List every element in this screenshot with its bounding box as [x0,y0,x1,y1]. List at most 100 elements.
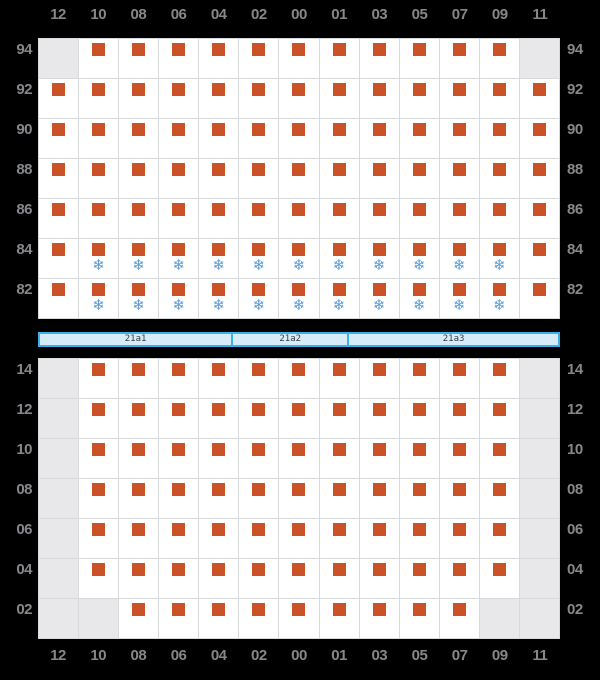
berth-cell[interactable]: ❄ [399,239,439,278]
berth-cell[interactable] [399,439,439,478]
berth-cell[interactable] [199,39,239,78]
berth-cell[interactable] [359,199,399,238]
berth-cell[interactable] [199,439,239,478]
berth-cell[interactable] [239,559,279,598]
berth-cell[interactable] [359,159,399,198]
berth-cell[interactable]: ❄ [159,239,199,278]
berth-cell[interactable] [279,159,319,198]
berth-cell[interactable] [399,479,439,518]
berth-cell[interactable] [119,199,159,238]
berth-cell[interactable] [199,399,239,438]
berth-cell[interactable] [439,559,479,598]
berth-cell[interactable] [399,119,439,158]
berth-cell[interactable]: ❄ [439,279,479,318]
berth-cell[interactable] [319,359,359,398]
berth-cell[interactable] [479,359,519,398]
berth-cell[interactable] [399,559,439,598]
berth-cell[interactable] [279,79,319,118]
berth-cell[interactable] [319,399,359,438]
berth-cell[interactable] [119,399,159,438]
berth-cell[interactable]: ❄ [479,239,519,278]
berth-cell[interactable]: ❄ [399,279,439,318]
berth-cell[interactable] [399,519,439,558]
berth-cell[interactable]: ❄ [239,239,279,278]
berth-cell[interactable] [239,439,279,478]
berth-cell[interactable] [199,159,239,198]
berth-cell[interactable] [239,519,279,558]
berth-cell[interactable] [439,119,479,158]
berth-cell[interactable] [439,399,479,438]
berth-cell[interactable] [319,439,359,478]
berth-cell[interactable] [519,239,559,278]
berth-cell[interactable] [239,119,279,158]
berth-cell[interactable] [279,479,319,518]
berth-cell[interactable] [359,399,399,438]
berth-cell[interactable] [279,439,319,478]
berth-cell[interactable] [439,359,479,398]
berth-cell[interactable]: ❄ [79,279,119,318]
berth-cell[interactable]: ❄ [479,279,519,318]
berth-cell[interactable]: ❄ [239,279,279,318]
berth-cell[interactable] [279,519,319,558]
berth-cell[interactable] [119,119,159,158]
berth-cell[interactable] [479,39,519,78]
berth-cell[interactable] [199,199,239,238]
berth-cell[interactable] [359,599,399,638]
berth-cell[interactable] [119,559,159,598]
berth-cell[interactable] [479,559,519,598]
berth-cell[interactable] [79,79,119,118]
berth-cell[interactable] [239,199,279,238]
berth-cell[interactable] [119,79,159,118]
berth-cell[interactable] [119,359,159,398]
berth-cell[interactable] [39,159,79,198]
berth-cell[interactable] [439,479,479,518]
berth-cell[interactable] [359,519,399,558]
berth-cell[interactable] [119,519,159,558]
berth-cell[interactable] [279,599,319,638]
berth-cell[interactable] [159,119,199,158]
berth-cell[interactable]: ❄ [119,239,159,278]
berth-cell[interactable] [79,399,119,438]
berth-cell[interactable] [79,359,119,398]
berth-cell[interactable] [479,199,519,238]
berth-cell[interactable] [319,479,359,518]
berth-cell[interactable] [79,479,119,518]
berth-cell[interactable] [199,519,239,558]
berth-cell[interactable] [319,79,359,118]
berth-cell[interactable] [199,559,239,598]
berth-cell[interactable] [79,519,119,558]
berth-cell[interactable]: ❄ [79,239,119,278]
berth-cell[interactable] [439,599,479,638]
berth-cell[interactable] [159,599,199,638]
berth-cell[interactable] [319,119,359,158]
berth-cell[interactable]: ❄ [279,239,319,278]
berth-cell[interactable] [39,239,79,278]
berth-cell[interactable] [399,79,439,118]
berth-cell[interactable] [79,39,119,78]
berth-cell[interactable] [159,199,199,238]
berth-cell[interactable] [319,39,359,78]
berth-cell[interactable] [479,159,519,198]
berth-cell[interactable] [399,159,439,198]
berth-cell[interactable]: ❄ [159,279,199,318]
berth-cell[interactable] [399,359,439,398]
berth-cell[interactable] [159,559,199,598]
berth-cell[interactable] [519,79,559,118]
berth-cell[interactable] [79,159,119,198]
berth-cell[interactable] [239,479,279,518]
berth-cell[interactable] [519,119,559,158]
berth-cell[interactable]: ❄ [439,239,479,278]
berth-cell[interactable] [359,39,399,78]
berth-cell[interactable] [399,399,439,438]
berth-cell[interactable] [359,119,399,158]
berth-cell[interactable] [319,559,359,598]
berth-cell[interactable] [119,439,159,478]
berth-cell[interactable] [39,199,79,238]
berth-cell[interactable] [119,599,159,638]
berth-cell[interactable]: ❄ [359,239,399,278]
berth-cell[interactable] [239,399,279,438]
berth-cell[interactable] [239,159,279,198]
berth-cell[interactable]: ❄ [319,239,359,278]
berth-cell[interactable] [399,199,439,238]
berth-cell[interactable] [79,199,119,238]
